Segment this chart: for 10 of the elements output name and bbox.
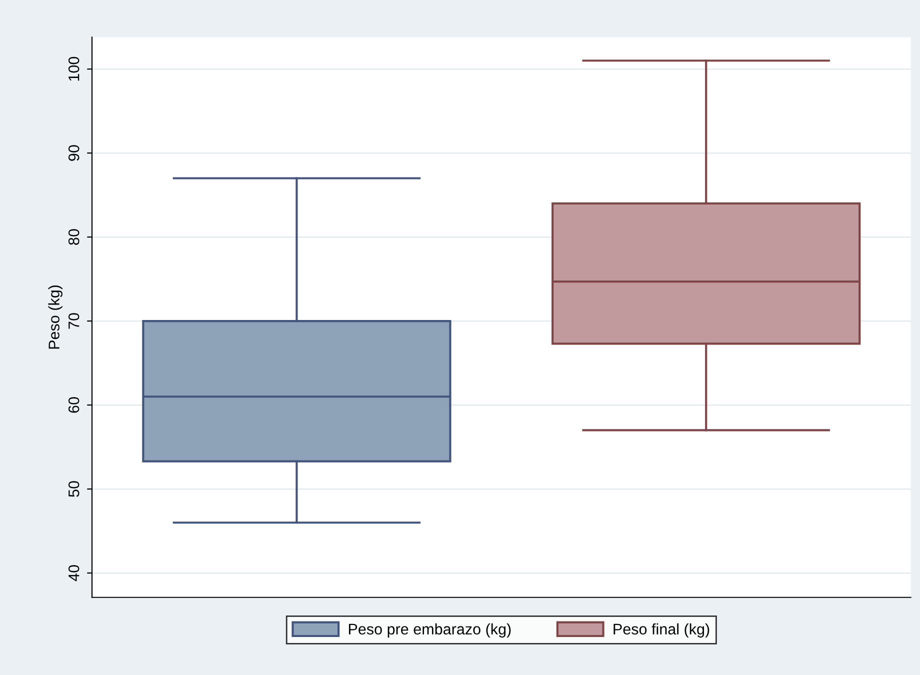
legend-label: Peso final (kg) [614,623,710,638]
y-tick-label: 50 [68,481,80,497]
y-tick-label: 60 [68,397,80,413]
y-tick-label: 100 [68,56,80,81]
y-tick-label: 90 [68,145,80,161]
y-tick-label: 40 [68,565,80,582]
y-tick-label: 70 [68,313,80,329]
y-tick-label: 80 [68,229,80,245]
legend-label: Peso pre embarazo (kg) [348,623,511,638]
y-axis-title: Peso (kg) [48,286,62,349]
